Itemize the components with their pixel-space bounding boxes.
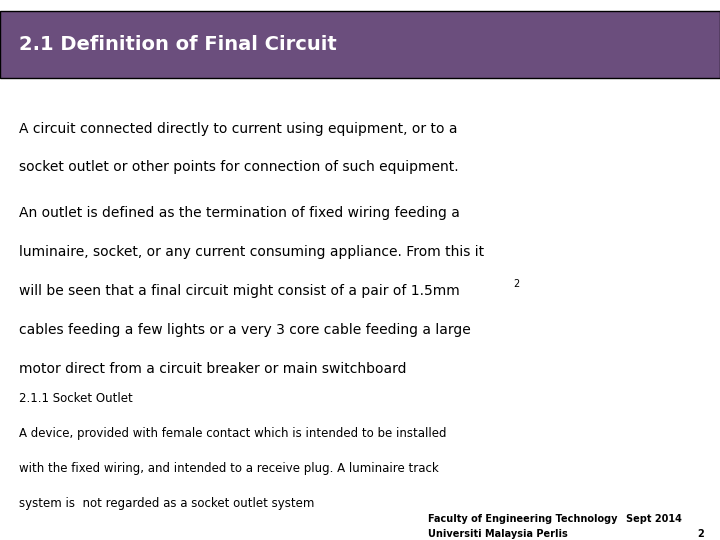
Text: motor direct from a circuit breaker or main switchboard: motor direct from a circuit breaker or m… (19, 362, 407, 376)
Text: system is  not regarded as a socket outlet system: system is not regarded as a socket outle… (19, 497, 315, 510)
Text: 2: 2 (698, 529, 704, 539)
FancyBboxPatch shape (0, 11, 720, 78)
Text: will be seen that a final circuit might consist of a pair of 1.5mm: will be seen that a final circuit might … (19, 284, 460, 298)
Text: 2.1.1 Socket Outlet: 2.1.1 Socket Outlet (19, 392, 133, 404)
Text: An outlet is defined as the termination of fixed wiring feeding a: An outlet is defined as the termination … (19, 206, 460, 220)
Text: A device, provided with female contact which is intended to be installed: A device, provided with female contact w… (19, 427, 447, 440)
Text: Faculty of Engineering Technology: Faculty of Engineering Technology (428, 514, 618, 524)
Text: 2: 2 (513, 279, 520, 289)
Text: Sept 2014: Sept 2014 (626, 514, 683, 524)
Text: with the fixed wiring, and intended to a receive plug. A luminaire track: with the fixed wiring, and intended to a… (19, 462, 439, 475)
Text: A circuit connected directly to current using equipment, or to a: A circuit connected directly to current … (19, 122, 458, 136)
Text: 2.1 Definition of Final Circuit: 2.1 Definition of Final Circuit (19, 35, 337, 55)
Text: luminaire, socket, or any current consuming appliance. From this it: luminaire, socket, or any current consum… (19, 245, 485, 259)
Text: socket outlet or other points for connection of such equipment.: socket outlet or other points for connec… (19, 160, 459, 174)
Text: Universiti Malaysia Perlis: Universiti Malaysia Perlis (428, 529, 568, 539)
Text: cables feeding a few lights or a very 3 core cable feeding a large: cables feeding a few lights or a very 3 … (19, 323, 471, 337)
